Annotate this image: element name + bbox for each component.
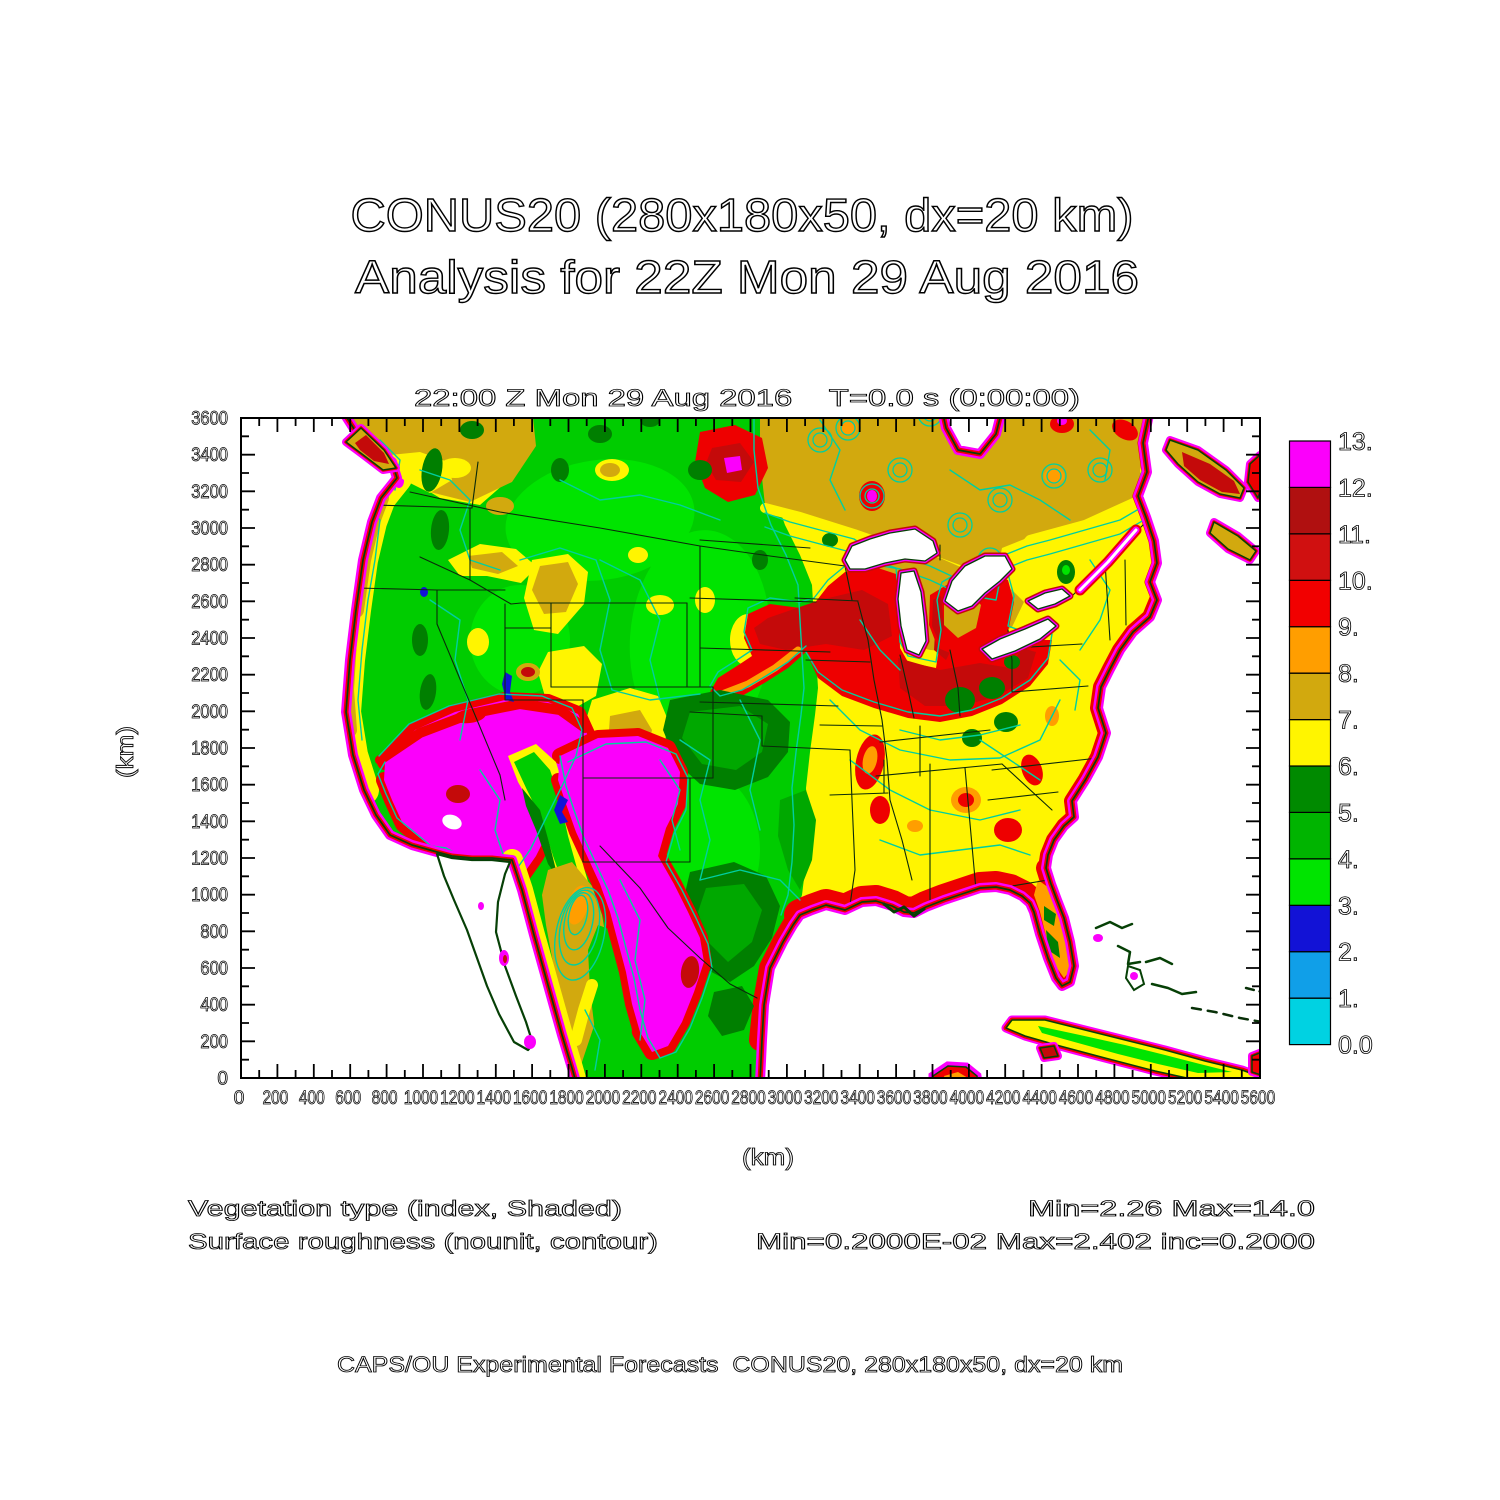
- svg-text:2000: 2000: [191, 702, 228, 723]
- svg-text:2200: 2200: [622, 1088, 656, 1109]
- svg-text:13.: 13.: [1338, 428, 1373, 456]
- svg-text:1.: 1.: [1338, 985, 1359, 1013]
- svg-text:3800: 3800: [913, 1088, 947, 1109]
- svg-text:800: 800: [200, 922, 228, 943]
- svg-text:1600: 1600: [513, 1088, 547, 1109]
- svg-text:1200: 1200: [440, 1088, 474, 1109]
- svg-text:1800: 1800: [191, 739, 228, 760]
- svg-text:2400: 2400: [191, 629, 228, 650]
- svg-text:400: 400: [299, 1088, 325, 1109]
- svg-text:3000: 3000: [768, 1088, 802, 1109]
- svg-text:4400: 4400: [1022, 1088, 1056, 1109]
- svg-text:4.: 4.: [1338, 846, 1359, 874]
- svg-text:10.: 10.: [1338, 567, 1373, 595]
- svg-text:1000: 1000: [404, 1088, 438, 1109]
- svg-text:2600: 2600: [191, 592, 228, 613]
- svg-text:2000: 2000: [586, 1088, 620, 1109]
- svg-text:2200: 2200: [191, 665, 228, 686]
- svg-text:Min=2.26 Max=14.0: Min=2.26 Max=14.0: [1028, 1196, 1315, 1221]
- svg-text:600: 600: [335, 1088, 361, 1109]
- svg-text:400: 400: [200, 995, 228, 1016]
- svg-text:(km): (km): [112, 726, 138, 778]
- svg-text:5400: 5400: [1204, 1088, 1238, 1109]
- svg-text:3200: 3200: [804, 1088, 838, 1109]
- svg-text:3600: 3600: [877, 1088, 911, 1109]
- svg-text:5000: 5000: [1132, 1088, 1166, 1109]
- svg-text:22:00 Z Mon 29 Aug 2016 T=0: 22:00 Z Mon 29 Aug 2016 T=0.0 s (0:00:00…: [414, 385, 1080, 412]
- svg-text:5200: 5200: [1168, 1088, 1202, 1109]
- svg-text:2600: 2600: [695, 1088, 729, 1109]
- svg-text:0: 0: [234, 1088, 245, 1109]
- svg-text:5600: 5600: [1241, 1088, 1275, 1109]
- svg-text:3200: 3200: [191, 482, 228, 503]
- svg-text:CAPS/OU Experimental Forecasts: CAPS/OU Experimental Forecasts CONUS20, …: [337, 1352, 1123, 1377]
- svg-text:1200: 1200: [191, 849, 228, 870]
- svg-text:4000: 4000: [950, 1088, 984, 1109]
- svg-text:3400: 3400: [840, 1088, 874, 1109]
- svg-text:1600: 1600: [191, 775, 228, 796]
- svg-text:200: 200: [262, 1088, 288, 1109]
- svg-text:3600: 3600: [191, 409, 228, 430]
- svg-text:Surface roughness (nounit, con: Surface roughness (nounit, contour): [188, 1229, 658, 1254]
- svg-text:6.: 6.: [1338, 753, 1359, 781]
- svg-text:5.: 5.: [1338, 799, 1359, 827]
- svg-text:Analysis for 22Z Mon 29 Aug 20: Analysis for 22Z Mon 29 Aug 2016: [355, 251, 1139, 303]
- svg-text:3000: 3000: [191, 519, 228, 540]
- svg-text:2800: 2800: [731, 1088, 765, 1109]
- svg-text:7.: 7.: [1338, 707, 1359, 735]
- svg-text:0.0: 0.0: [1338, 1032, 1373, 1060]
- svg-text:12.: 12.: [1338, 474, 1373, 502]
- svg-text:4200: 4200: [986, 1088, 1020, 1109]
- svg-text:3.: 3.: [1338, 892, 1359, 920]
- svg-text:11.: 11.: [1338, 521, 1371, 549]
- svg-text:600: 600: [200, 959, 228, 980]
- svg-text:Vegetation type (index, Shaded: Vegetation type (index, Shaded): [188, 1196, 622, 1221]
- svg-text:2800: 2800: [191, 555, 228, 576]
- svg-text:2400: 2400: [659, 1088, 693, 1109]
- svg-text:800: 800: [372, 1088, 398, 1109]
- svg-text:200: 200: [200, 1032, 228, 1053]
- svg-text:4800: 4800: [1095, 1088, 1129, 1109]
- svg-text:1400: 1400: [191, 812, 228, 833]
- svg-text:0: 0: [217, 1069, 228, 1090]
- svg-text:1800: 1800: [549, 1088, 583, 1109]
- svg-text:1400: 1400: [477, 1088, 511, 1109]
- svg-text:4600: 4600: [1059, 1088, 1093, 1109]
- svg-text:3400: 3400: [191, 445, 228, 466]
- svg-text:CONUS20 (280x180x50, dx=20 km): CONUS20 (280x180x50, dx=20 km): [351, 189, 1134, 241]
- svg-text:2.: 2.: [1338, 939, 1359, 967]
- svg-text:(km): (km): [742, 1144, 794, 1170]
- svg-text:9.: 9.: [1338, 614, 1359, 642]
- svg-text:Min=0.2000E-02 Max=2.402 inc=0: Min=0.2000E-02 Max=2.402 inc=0.2000: [756, 1229, 1315, 1254]
- svg-text:8.: 8.: [1338, 660, 1359, 688]
- svg-text:1000: 1000: [191, 885, 228, 906]
